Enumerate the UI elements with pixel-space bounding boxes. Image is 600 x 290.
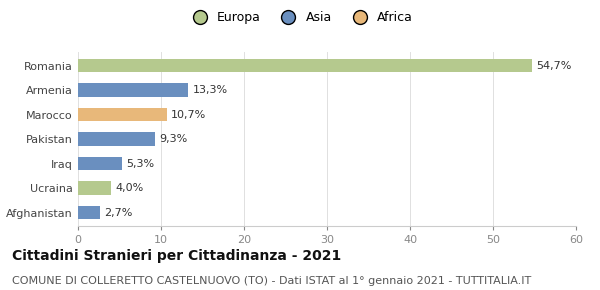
- Text: 54,7%: 54,7%: [536, 61, 572, 71]
- Bar: [78, 59, 532, 72]
- Legend: Europa, Asia, Africa: Europa, Asia, Africa: [182, 6, 418, 29]
- Bar: [78, 182, 111, 195]
- Bar: [78, 206, 100, 220]
- Bar: [78, 84, 188, 97]
- Text: 9,3%: 9,3%: [160, 134, 188, 144]
- Text: Cittadini Stranieri per Cittadinanza - 2021: Cittadini Stranieri per Cittadinanza - 2…: [12, 249, 341, 263]
- Text: 2,7%: 2,7%: [104, 208, 133, 218]
- Text: 10,7%: 10,7%: [171, 110, 206, 120]
- Text: 5,3%: 5,3%: [126, 159, 154, 169]
- Bar: [78, 133, 155, 146]
- Text: 13,3%: 13,3%: [193, 85, 227, 95]
- Text: 4,0%: 4,0%: [115, 183, 143, 193]
- Text: COMUNE DI COLLERETTO CASTELNUOVO (TO) - Dati ISTAT al 1° gennaio 2021 - TUTTITAL: COMUNE DI COLLERETTO CASTELNUOVO (TO) - …: [12, 276, 531, 285]
- Bar: [78, 108, 167, 122]
- Bar: [78, 157, 122, 171]
